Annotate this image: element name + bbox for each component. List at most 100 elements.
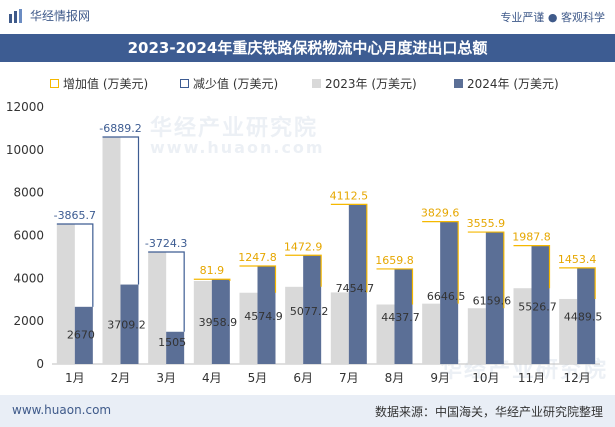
- value-label-2024: 4574.9: [244, 310, 283, 323]
- x-tick-label: 9月: [430, 371, 450, 385]
- bar-2023: [559, 298, 578, 364]
- title-bar: [0, 34, 615, 62]
- bar-2023: [513, 288, 532, 364]
- value-label-2024: 7454.7: [336, 282, 375, 295]
- bar-2024: [74, 306, 93, 364]
- bar-2023: [102, 137, 121, 364]
- legend-item-decrease[interactable]: 减少值 (万美元): [180, 74, 278, 92]
- x-tick-label: 6月: [293, 371, 313, 385]
- y-tick-label: 6000: [13, 229, 44, 243]
- chart-legend: 增加值 (万美元) 减少值 (万美元) 2023年 (万美元) 2024年 (万…: [50, 74, 610, 92]
- change-label: 1659.8: [375, 254, 414, 267]
- footer-site[interactable]: www.huaon.com: [12, 403, 112, 417]
- legend-item-2024[interactable]: 2024年 (万美元): [454, 74, 559, 92]
- bar-2024: [531, 245, 550, 364]
- watermark: www.huaon.com: [150, 138, 325, 157]
- change-label: 3555.9: [467, 217, 506, 230]
- value-label-2024: 2670: [67, 328, 95, 341]
- bar-2024: [394, 268, 413, 364]
- value-label-2024: 4489.5: [564, 311, 603, 324]
- x-tick-label: 2月: [111, 371, 131, 385]
- legend-swatch-2023: [312, 78, 321, 88]
- increase-marker: [330, 203, 368, 293]
- bar-2023: [330, 292, 349, 364]
- bar-2024: [348, 204, 367, 364]
- legend-swatch-increase: [50, 78, 59, 88]
- chart-title: 2023-2024年重庆铁路保税物流中心月度进出口总额: [127, 39, 488, 57]
- x-tick-label: 8月: [385, 371, 405, 385]
- bar-2023: [239, 292, 258, 364]
- value-label-2024: 6159.6: [473, 295, 512, 308]
- value-label-2024: 6646.5: [427, 290, 466, 303]
- decrease-marker: [148, 251, 185, 332]
- footer: [0, 395, 615, 427]
- bar-2024: [303, 255, 322, 364]
- brand[interactable]: 华经情报网: [8, 7, 90, 24]
- change-label: 1987.8: [512, 231, 551, 244]
- decrease-marker: [102, 136, 140, 285]
- legend-item-increase[interactable]: 增加值 (万美元): [50, 74, 148, 92]
- change-label: 1453.4: [558, 253, 597, 266]
- bar-2024: [577, 267, 596, 364]
- x-tick-label: 10月: [472, 371, 499, 385]
- increase-marker: [193, 278, 231, 281]
- y-tick-label: 8000: [13, 186, 44, 200]
- bar-2023: [467, 308, 486, 364]
- change-label: -3865.7: [54, 209, 96, 222]
- change-label: 1472.9: [284, 240, 323, 253]
- bar-2024: [211, 279, 230, 364]
- value-label-2024: 5526.7: [518, 301, 557, 314]
- x-tick-label: 12月: [564, 371, 591, 385]
- bar-2024: [440, 221, 459, 364]
- legend-swatch-decrease: [180, 78, 189, 88]
- watermark: 华经产业研究院: [150, 116, 319, 141]
- bar-2023: [285, 286, 304, 364]
- legend-item-2023[interactable]: 2023年 (万美元): [312, 74, 417, 92]
- increase-marker: [285, 254, 322, 287]
- increase-marker: [513, 245, 551, 289]
- bar-2024: [166, 331, 185, 364]
- y-tick-label: 2000: [13, 314, 44, 328]
- x-tick-label: 1月: [65, 371, 85, 385]
- bar-chart: 0 2000 4000 6000 8000 10000 12000 -3865.7 2670 1月…: [6, 100, 603, 385]
- decrease-marker: [56, 223, 94, 307]
- x-tick-label: 3月: [156, 371, 176, 385]
- bar-2024: [120, 284, 139, 364]
- legend-swatch-2024: [454, 78, 463, 88]
- value-label-2024: 3958.9: [199, 316, 238, 329]
- x-tick-label: 4月: [202, 371, 222, 385]
- y-tick-label: 4000: [13, 271, 44, 285]
- x-tick-label: 7月: [339, 371, 359, 385]
- increase-marker: [376, 268, 414, 305]
- top-bar: 华经情报网 专业严谨 ● 客观科学: [0, 0, 615, 34]
- value-label-2024: 1505: [158, 336, 186, 349]
- bar-2023: [56, 224, 75, 364]
- slogan: 专业严谨 ● 客观科学: [500, 11, 605, 24]
- brand-name: 华经情报网: [30, 9, 91, 23]
- brand-logo-icon: [9, 8, 22, 23]
- x-tick-label: 11月: [518, 371, 545, 385]
- bar-2023: [148, 252, 167, 364]
- legend-label-decrease: 减少值 (万美元): [193, 76, 279, 91]
- increase-marker: [559, 267, 596, 299]
- legend-label-2023: 2023年 (万美元): [325, 76, 417, 91]
- value-label-2024: 5077.2: [290, 305, 329, 318]
- y-tick-label: 10000: [6, 143, 44, 157]
- bar-2024: [257, 266, 276, 364]
- increase-marker: [239, 265, 277, 293]
- value-label-2024: 4437.7: [381, 311, 420, 324]
- bar-2024: [485, 232, 504, 364]
- change-label: -6889.2: [99, 122, 141, 135]
- x-tick-label: 5月: [248, 371, 268, 385]
- change-label: 3829.6: [421, 207, 460, 220]
- change-label: 81.9: [200, 264, 225, 277]
- bar-2023: [376, 304, 395, 364]
- bar-2023: [422, 303, 441, 364]
- y-tick-label: 0: [36, 357, 44, 371]
- change-label: 4112.5: [330, 189, 369, 202]
- y-tick-label: 12000: [6, 100, 44, 114]
- change-label: -3724.3: [145, 237, 187, 250]
- legend-label-increase: 增加值 (万美元): [63, 76, 149, 91]
- bar-2023: [193, 280, 212, 364]
- footer-source: 数据来源：中国海关，华经产业研究院整理: [374, 405, 603, 419]
